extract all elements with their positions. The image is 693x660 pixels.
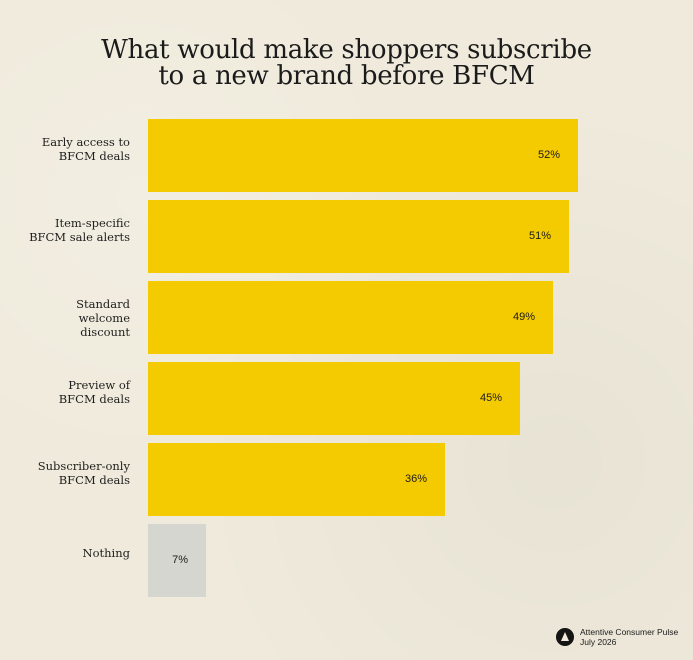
bar-value-label-4: 36% [404,472,427,485]
chart-title-line-1: What would make shoppers subscribe [101,35,592,65]
bar-4 [148,443,445,516]
footer-text: Attentive Consumer Pulse July 2026 [580,627,678,647]
category-label-line: Nothing [82,546,130,560]
category-label-line: BFCM deals [58,149,130,163]
category-label-1: Item-specific BFCM sale alerts [12,216,130,244]
category-label-3: Preview of BFCM deals [12,378,130,406]
category-label-line: BFCM deals [58,473,130,487]
bar-2 [148,281,553,354]
bar-value-label-0: 52% [537,148,560,161]
category-label-line: Early access to [41,135,130,149]
bar-1 [148,200,569,273]
category-label-line: Subscriber-only [37,459,130,473]
bar-value-label-5: 7% [172,553,188,566]
category-label-line: BFCM sale alerts [29,230,130,244]
category-label-line: Preview of [68,378,130,392]
category-label-line: discount [80,325,130,339]
category-label-5: Nothing [12,546,130,560]
bar-5 [148,524,206,597]
category-label-line: welcome [78,311,130,325]
category-label-0: Early access to BFCM deals [12,135,130,163]
category-label-2: Standard welcome discount [12,297,130,339]
bar-0 [148,119,578,192]
bar-value-label-2: 49% [512,310,535,323]
footer-date: July 2026 [580,637,617,647]
footer-branding: Attentive Consumer Pulse July 2026 [556,625,678,649]
category-label-line: BFCM deals [58,392,130,406]
category-label-line: Standard [76,297,130,311]
bar-value-label-1: 51% [528,229,551,242]
category-label-line: Item-specific [54,216,130,230]
bar-3 [148,362,520,435]
footer-source: Attentive Consumer Pulse [580,627,679,637]
chart-title-line-2: to a new brand before BFCM [158,61,535,91]
category-label-4: Subscriber-only BFCM deals [12,459,130,487]
attentive-logo-icon [556,628,574,646]
bar-value-label-3: 45% [479,391,502,404]
